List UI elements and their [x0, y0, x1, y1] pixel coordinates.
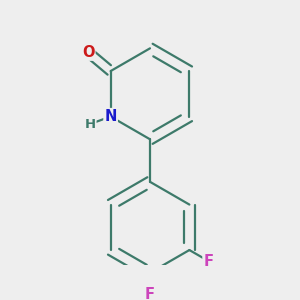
Text: F: F: [203, 254, 213, 268]
Text: F: F: [145, 287, 155, 300]
Text: H: H: [84, 118, 95, 130]
Text: N: N: [104, 109, 117, 124]
Text: O: O: [82, 45, 94, 60]
